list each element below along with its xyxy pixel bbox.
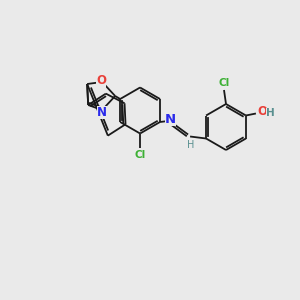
Text: H: H [266,107,274,118]
Text: N: N [97,106,107,118]
Text: O: O [257,105,267,118]
Text: H: H [188,140,195,149]
Text: Cl: Cl [134,149,146,160]
Text: Cl: Cl [218,78,230,88]
Text: N: N [164,113,175,126]
Text: O: O [96,74,106,88]
